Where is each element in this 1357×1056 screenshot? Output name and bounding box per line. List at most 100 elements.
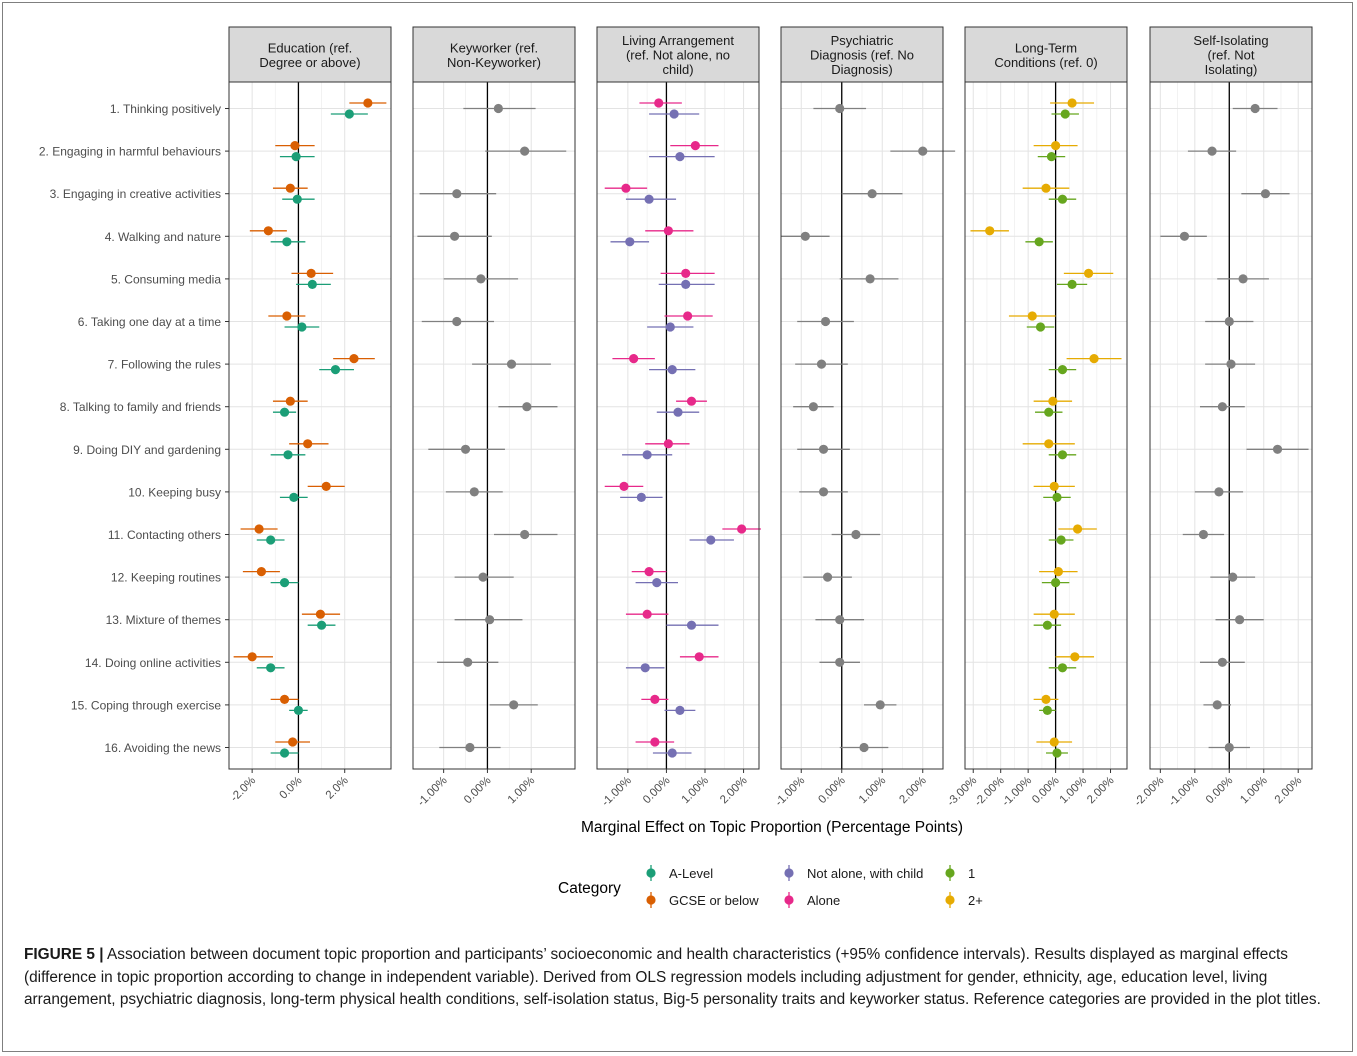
estimate-point	[247, 652, 257, 662]
estimate-point	[460, 444, 471, 454]
estimate-point	[452, 189, 462, 199]
estimate-point	[285, 396, 295, 406]
y-tick-label: 15. Coping through exercise	[71, 698, 221, 712]
series-a-level	[256, 109, 368, 758]
x-tick-label: 0.00%	[641, 775, 673, 807]
series-gcse-or-below	[233, 98, 387, 747]
estimate-point	[465, 742, 475, 753]
legend-label: Alone	[807, 893, 840, 908]
x-tick-label: 0.0%	[278, 775, 305, 802]
facet-strip	[964, 26, 1128, 83]
legend-item: Not alone, with child	[784, 865, 923, 881]
estimate-point	[469, 487, 479, 497]
estimate-point	[818, 444, 829, 454]
facet-strip	[412, 26, 576, 83]
estimate-point	[344, 109, 354, 119]
y-tick-label: 1. Thinking positively	[110, 102, 221, 116]
series-alone	[604, 98, 761, 747]
estimate-point	[1260, 189, 1271, 199]
estimate-point	[263, 226, 273, 236]
estimate-point	[1207, 146, 1217, 156]
estimate-point	[1052, 748, 1062, 758]
estimate-point	[706, 535, 716, 545]
estimate-point	[1179, 231, 1190, 241]
series-2-	[970, 98, 1122, 747]
estimate-point	[1067, 279, 1077, 289]
estimate-point	[1053, 567, 1063, 577]
estimate-point	[279, 407, 290, 417]
series-not-alone-with-child	[610, 109, 734, 758]
estimate-point	[625, 237, 635, 247]
estimate-point	[808, 402, 819, 412]
estimate-point	[293, 705, 304, 716]
estimate-point	[1198, 529, 1209, 540]
estimate-point	[478, 572, 488, 582]
x-tick-label: -1.00%	[600, 775, 634, 809]
estimate-point	[1057, 450, 1068, 460]
legend-label: 2+	[968, 893, 983, 908]
estimate-point	[285, 183, 295, 193]
estimate-point	[1035, 322, 1046, 332]
estimate-point	[1034, 237, 1044, 247]
estimate-point	[288, 737, 298, 747]
faceted-chart: Marginal Effect on Topic Proportion (Per…	[39, 26, 1313, 908]
estimate-point	[279, 578, 290, 588]
legend-label: 1	[968, 866, 975, 881]
estimate-point	[1049, 481, 1059, 491]
estimate-point	[663, 439, 673, 449]
x-tick-label: 1.00%	[680, 775, 712, 807]
estimate-point	[690, 141, 700, 151]
estimate-point	[292, 194, 302, 204]
estimate-point	[307, 279, 317, 289]
estimate-point	[349, 354, 359, 364]
x-tick-label: 2.00%	[1085, 775, 1117, 807]
estimate-point	[1072, 524, 1083, 534]
estimate-point	[918, 146, 928, 156]
y-tick-label: 9. Doing DIY and gardening	[73, 443, 221, 457]
estimate-point	[835, 615, 845, 625]
estimate-point	[1044, 439, 1054, 449]
estimate-point	[1224, 316, 1234, 327]
x-tick-label: 0.00%	[462, 775, 494, 807]
x-axis-label: Marginal Effect on Topic Proportion (Per…	[581, 819, 963, 836]
x-tick-label: -3.00%	[945, 775, 979, 809]
estimate-point	[629, 354, 639, 364]
facet-strip	[596, 26, 760, 83]
facet-title-line: (ref. Not alone, no	[626, 48, 730, 63]
estimate-point	[835, 103, 845, 114]
estimate-point	[818, 487, 829, 497]
estimate-point	[520, 529, 530, 540]
estimate-point	[1056, 535, 1066, 545]
legend-item: Alone	[784, 892, 840, 908]
facet-title-line: Keyworker (ref.	[450, 40, 538, 55]
estimate-point	[851, 529, 861, 540]
estimate-point	[254, 524, 264, 534]
legend-label: Not alone, with child	[807, 866, 923, 881]
estimate-point	[667, 365, 677, 375]
estimate-point	[1046, 152, 1057, 162]
estimate-point	[652, 578, 662, 588]
estimate-point	[654, 98, 664, 108]
x-tick-label: 0.00%	[1030, 775, 1062, 807]
caption-label: FIGURE 5 |	[24, 946, 104, 963]
estimate-point	[1057, 365, 1068, 375]
facet-strip	[780, 26, 944, 83]
estimate-point	[820, 316, 831, 327]
estimate-point	[1070, 652, 1080, 662]
estimate-point	[1235, 615, 1245, 625]
estimate-point	[621, 183, 631, 193]
estimate-point	[297, 322, 307, 332]
estimate-point	[266, 663, 276, 673]
estimate-point	[681, 279, 691, 289]
caption-text: Association between document topic propo…	[24, 946, 1321, 1008]
facet-title-line: (ref. Not	[1208, 48, 1255, 63]
facet-title-line: Diagnosis (ref. No	[810, 48, 914, 63]
y-tick-label: 3. Engaging in creative activities	[50, 187, 221, 201]
facet-title-line: Psychiatric	[831, 33, 894, 48]
facet-title-line: Self-Isolating	[1193, 33, 1268, 48]
estimate-point	[675, 705, 685, 716]
x-tick-label: 0.00%	[816, 775, 848, 807]
estimate-point	[1051, 141, 1061, 151]
